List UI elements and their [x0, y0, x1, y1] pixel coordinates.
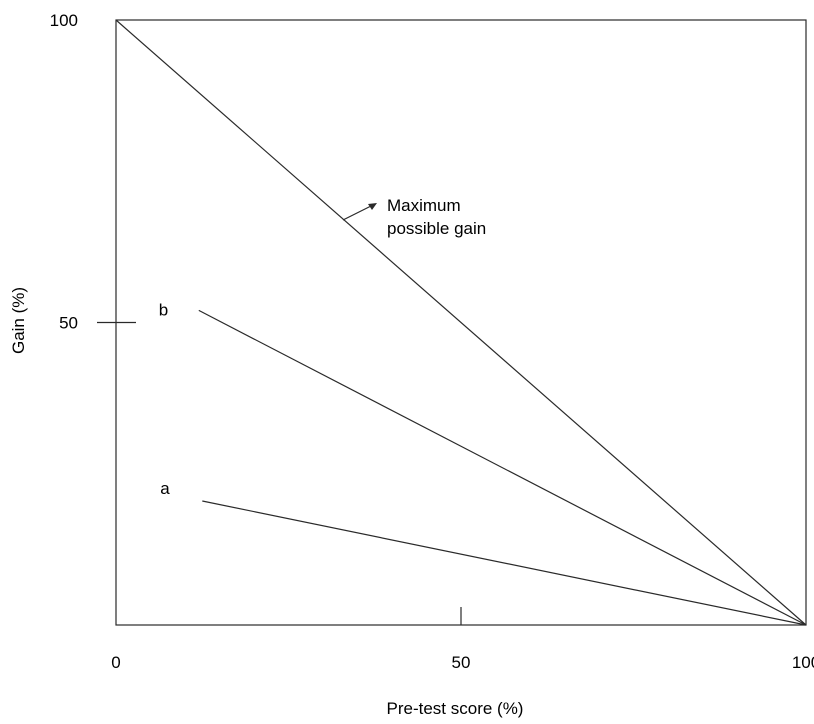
x-tick-label-50: 50	[452, 653, 471, 672]
series-line-b	[198, 309, 807, 626]
y-tick-label-50: 50	[59, 314, 78, 333]
y-tick-label-100: 100	[50, 11, 78, 30]
series-line-maximum-gain	[115, 19, 807, 626]
annotation-arrow	[342, 203, 377, 221]
x-axis-label: Pre-test score (%)	[387, 699, 524, 718]
annotation-arrow-shaft	[342, 204, 374, 221]
annotation-possible-gain: possible gain	[387, 219, 486, 238]
chart-labels: Pre-test score (%) Gain (%) Maximum poss…	[9, 196, 523, 718]
x-tick-label-100: 100	[792, 653, 814, 672]
series-label-b: b	[159, 300, 168, 319]
x-tick-label-0: 0	[111, 653, 120, 672]
axis-ticks: 0 50 100 50 100	[50, 11, 814, 672]
series-line-a	[202, 500, 807, 626]
annotation-arrow-head	[368, 203, 377, 210]
annotation-maximum: Maximum	[387, 196, 461, 215]
series-label-a: a	[160, 479, 170, 498]
series-lines	[115, 19, 807, 626]
y-axis-label: Gain (%)	[9, 287, 28, 354]
